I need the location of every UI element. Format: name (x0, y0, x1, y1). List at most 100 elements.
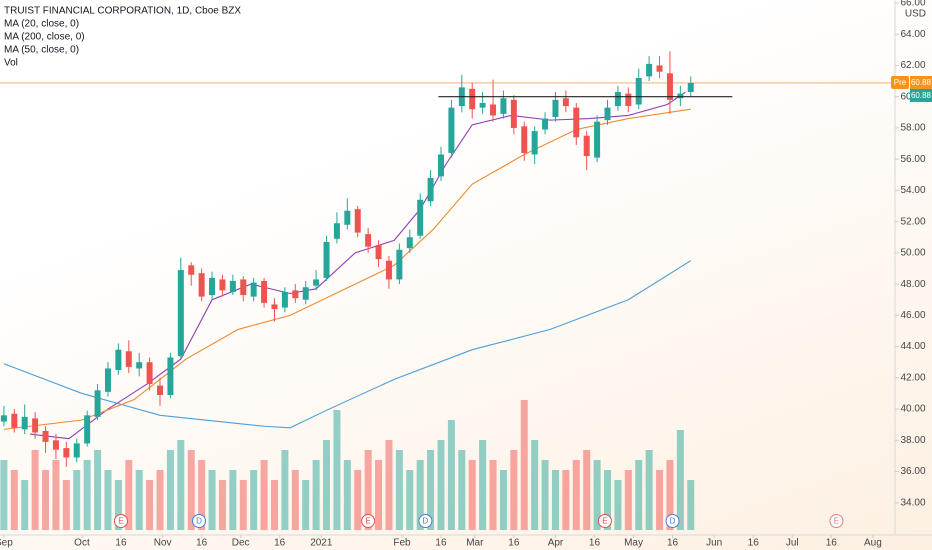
candle-body (250, 282, 257, 297)
ma-line (3, 108, 691, 430)
candle-body (583, 135, 590, 157)
volume-bar (531, 440, 539, 530)
x-tick-label: Oct (74, 538, 90, 549)
candle-body (261, 280, 268, 303)
candle-body (406, 237, 413, 249)
candle-body (94, 390, 101, 417)
y-tick-label: 44.00 (900, 341, 925, 352)
volume-bar (239, 480, 247, 530)
x-tick-label: 16 (748, 538, 760, 549)
volume-bar (312, 460, 320, 530)
volume-bar (198, 460, 206, 530)
volume-bar (427, 450, 435, 530)
candle-body (521, 126, 528, 153)
candle-body (271, 304, 278, 310)
candle-body (562, 98, 569, 107)
candle-body (42, 430, 49, 442)
pre-label: Pre (894, 78, 907, 87)
volume-bar (0, 460, 8, 530)
candle-body (385, 260, 392, 280)
volume-bar (676, 430, 684, 530)
candle-body (333, 223, 340, 239)
candle-body (240, 279, 247, 296)
volume-bar (385, 440, 393, 530)
y-tick-label: 34.00 (900, 497, 925, 508)
x-tick-label: May (624, 538, 643, 549)
y-tick-label: 64.00 (900, 29, 925, 40)
candle-body (104, 368, 111, 392)
volume-bar (83, 460, 91, 530)
event-label: E (365, 517, 370, 526)
volume-bar (479, 440, 487, 530)
volume-bar (395, 450, 403, 530)
candle-body (510, 99, 517, 128)
candle-body (375, 245, 382, 260)
candle-body (292, 290, 299, 299)
candle-body (625, 93, 632, 107)
candle-body (21, 416, 28, 430)
ma-line (3, 260, 692, 429)
volume-bar (614, 480, 622, 530)
volume-bar (52, 460, 60, 530)
candle-body (344, 210, 351, 225)
volume-bar (551, 470, 559, 530)
volume-bar (187, 450, 195, 530)
event-label: D (670, 517, 676, 526)
volume-bar (302, 480, 310, 530)
volume-bar (593, 460, 601, 530)
candle-body (219, 279, 226, 291)
candle-body (469, 88, 476, 110)
x-tick-label: Jul (786, 538, 799, 549)
event-marker (665, 514, 680, 528)
volume-bar (218, 480, 226, 530)
candle-body (63, 448, 70, 458)
candle-body (52, 440, 59, 450)
volume-bar (323, 440, 331, 530)
volume-bar (656, 470, 664, 530)
y-tick-label: 54.00 (900, 185, 925, 196)
volume-bar (208, 470, 216, 530)
candle-body (198, 273, 205, 297)
volume-bar (583, 450, 591, 530)
candle-body (552, 99, 559, 118)
volume-bar (635, 460, 643, 530)
last-price-label: 60.88 (911, 91, 932, 100)
candle-body (417, 199, 424, 236)
candle-body (167, 357, 174, 396)
candle-body (427, 177, 434, 202)
volume-bar (260, 460, 268, 530)
x-tick-label: Sep (0, 538, 13, 549)
x-tick-label: Mar (466, 538, 484, 549)
candle-body (677, 93, 684, 99)
candle-body (500, 98, 507, 114)
event-label: D (196, 517, 202, 526)
candle-body (354, 209, 361, 233)
candle-body (437, 154, 444, 177)
event-label: D (422, 517, 428, 526)
volume-bar (104, 470, 112, 530)
candle-body (136, 362, 143, 369)
candle-body (281, 291, 288, 308)
event-label: E (602, 517, 607, 526)
volume-bar (510, 450, 518, 530)
candle-body (687, 82, 694, 93)
volume-bar (645, 450, 653, 530)
x-tick-label: 16 (196, 538, 208, 549)
volume-bar (624, 470, 632, 530)
candle-body (666, 73, 673, 100)
volume-bar (62, 480, 70, 530)
event-label: E (834, 517, 839, 526)
volume-bar (333, 410, 341, 530)
volume-bar (468, 460, 476, 530)
candle-body (594, 121, 601, 158)
candle-body (125, 351, 132, 367)
y-tick-label: 50.00 (900, 248, 925, 259)
volume-bar (458, 450, 466, 530)
legend-entry: Vol (4, 58, 18, 69)
volume-bar (687, 480, 695, 530)
volume-bar (447, 420, 455, 530)
candle-body (448, 107, 455, 153)
candle-body (11, 413, 18, 428)
candle-body (146, 362, 153, 385)
y-tick-label: 36.00 (900, 466, 925, 477)
